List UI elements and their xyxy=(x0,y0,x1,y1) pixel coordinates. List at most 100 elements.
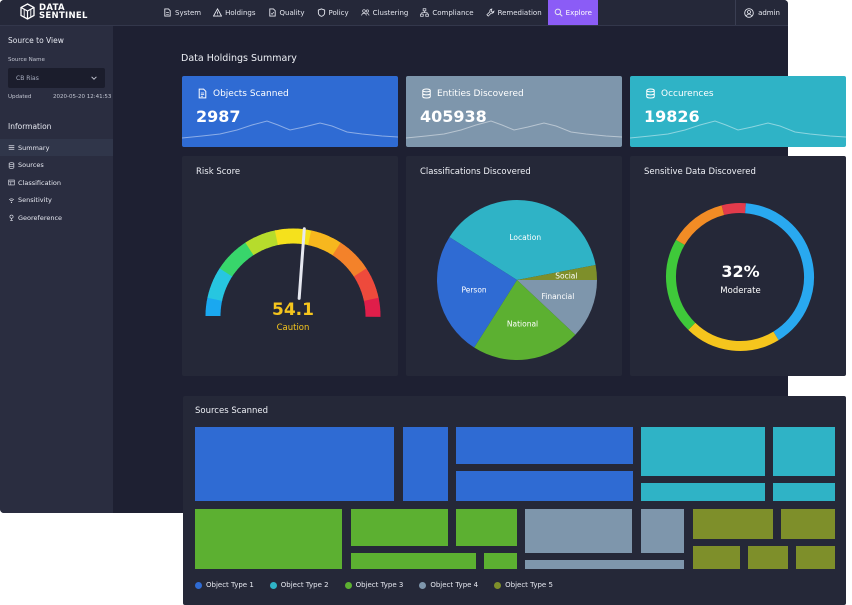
kpi-card-objects-scanned[interactable]: Objects Scanned 2987 xyxy=(182,76,398,147)
classifications-panel: Classifications Discovered Location Socia… xyxy=(406,156,622,376)
kpi-sparkline xyxy=(406,120,622,139)
legend-swatch xyxy=(419,581,427,589)
sidebar-item-classification[interactable]: Classification xyxy=(0,174,113,191)
sensitive-donut-chart xyxy=(666,203,814,351)
pie-label: National xyxy=(507,320,538,329)
pie-slice-social[interactable] xyxy=(517,265,597,280)
legend-item[interactable]: Object Type 5 xyxy=(494,581,553,589)
user-name: admin xyxy=(758,8,780,17)
hierarchy-icon xyxy=(420,8,429,17)
brand-line-1: DATA xyxy=(39,2,65,13)
legend-item[interactable]: Object Type 3 xyxy=(344,581,404,589)
treemap-block[interactable] xyxy=(796,546,835,569)
legend-label: Object Type 5 xyxy=(505,581,553,589)
treemap-block[interactable] xyxy=(351,509,448,546)
user-menu[interactable]: admin xyxy=(735,0,780,25)
kpi-value: 19826 xyxy=(644,107,700,126)
nav-item-quality[interactable]: Quality xyxy=(262,0,311,25)
sidebar: Source to View Source Name CB Rias Updat… xyxy=(0,26,113,513)
list-icon xyxy=(8,144,15,151)
sidebar-item-sources[interactable]: Sources xyxy=(0,157,113,174)
treemap-block[interactable] xyxy=(351,553,476,569)
pie-slice-person[interactable] xyxy=(437,237,517,348)
legend-label: Object Type 4 xyxy=(430,581,479,589)
sensitive-level: Moderate xyxy=(720,286,761,296)
treemap-block[interactable] xyxy=(456,427,633,464)
treemap-block[interactable] xyxy=(693,546,740,569)
source-name-label: Source Name xyxy=(8,57,45,63)
treemap-block[interactable] xyxy=(195,427,394,501)
pie-slice-financial[interactable] xyxy=(517,280,597,335)
sidebar-item-summary[interactable]: Summary xyxy=(0,139,113,156)
kpi-label: Objects Scanned xyxy=(213,88,289,99)
treemap-block[interactable] xyxy=(456,471,633,501)
users-icon xyxy=(361,8,370,17)
legend-item[interactable]: Object Type 4 xyxy=(419,581,478,589)
sidebar-item-sensitivity[interactable]: Sensitivity xyxy=(0,192,113,209)
treemap-block[interactable] xyxy=(456,509,517,546)
sidebar-item-label: Sensitivity xyxy=(18,196,52,204)
sensitive-percent: 32% xyxy=(721,262,760,281)
legend-item[interactable]: Object Type 1 xyxy=(195,581,254,589)
kpi-card-occurences[interactable]: Occurences 19826 xyxy=(630,76,846,147)
nav-item-label: Policy xyxy=(328,8,349,17)
kpi-label: Occurences xyxy=(661,88,714,99)
sidebar-item-label: Classification xyxy=(18,178,62,187)
treemap-block[interactable] xyxy=(195,509,342,569)
information-title: Information xyxy=(8,122,52,131)
risk-gauge xyxy=(205,227,381,317)
risk-score-panel: Risk Score 54.1 Caution xyxy=(182,156,398,376)
shield-icon xyxy=(317,8,326,17)
gauge-needle xyxy=(297,227,306,300)
kpi-sparkline xyxy=(182,120,398,139)
classifications-pie-chart: Location Social Financial National Person xyxy=(437,200,597,360)
legend-item[interactable]: Object Type 2 xyxy=(269,581,329,589)
updated-value: 2020-05-20 12:41:53 xyxy=(53,94,112,100)
kpi-label: Entities Discovered xyxy=(437,88,524,99)
source-select-value: CB Rias xyxy=(16,74,39,82)
pie-slice-national[interactable] xyxy=(474,280,576,360)
kpi-card-entities-discovered[interactable]: Entities Discovered 405938 xyxy=(406,76,622,147)
treemap-block[interactable] xyxy=(525,560,684,569)
legend-swatch xyxy=(195,581,202,589)
classifications-title: Classifications Discovered xyxy=(420,167,531,177)
nav-item-explore[interactable]: Explore xyxy=(547,0,598,25)
nav-item-system[interactable]: System xyxy=(157,0,207,25)
treemap-block[interactable] xyxy=(781,509,835,539)
nav-item-label: Holdings xyxy=(225,8,256,17)
nav-item-label: Compliance xyxy=(432,8,474,17)
treemap-block[interactable] xyxy=(773,483,835,501)
legend-label: Object Type 3 xyxy=(355,581,404,589)
nav-item-policy[interactable]: Policy xyxy=(311,0,355,25)
nav-item-clustering[interactable]: Clustering xyxy=(355,0,415,25)
nav-item-remediation[interactable]: Remediation xyxy=(480,0,548,25)
sources-scanned-panel: Sources Scanned Object Type 1 Object Type… xyxy=(183,396,846,605)
kpi-value: 405938 xyxy=(420,107,487,126)
nav-item-label: Explore xyxy=(565,8,592,17)
treemap-block[interactable] xyxy=(641,427,765,476)
quality-icon xyxy=(268,8,277,17)
treemap-block[interactable] xyxy=(641,509,684,553)
treemap-block[interactable] xyxy=(773,427,835,476)
pie-label: Financial xyxy=(541,292,574,301)
cube-logo-icon xyxy=(20,3,35,20)
treemap-block[interactable] xyxy=(641,483,765,501)
treemap-block[interactable] xyxy=(525,509,632,553)
treemap-block[interactable] xyxy=(748,546,788,569)
pin-icon xyxy=(8,214,15,221)
sources-treemap xyxy=(195,427,835,569)
treemap-block[interactable] xyxy=(484,553,517,569)
source-select[interactable]: CB Rias xyxy=(8,68,105,88)
pie-slice-location[interactable] xyxy=(449,200,596,280)
sidebar-item-georeference[interactable]: Georeference xyxy=(0,209,113,226)
treemap-block[interactable] xyxy=(403,427,448,501)
donut-segment xyxy=(721,203,746,216)
treemap-block[interactable] xyxy=(693,509,773,539)
nav-item-compliance[interactable]: Compliance xyxy=(414,0,479,25)
brand-logo[interactable]: DATA SENTINEL xyxy=(20,3,88,20)
main-nav: System Holdings Quality Policy Clustering Com… xyxy=(157,0,598,25)
nav-item-holdings[interactable]: Holdings xyxy=(207,0,261,25)
top-navigation-bar: DATA SENTINEL System Holdings Quality Polic… xyxy=(0,0,788,26)
signal-icon xyxy=(8,197,15,204)
sensitive-data-panel: Sensitive Data Discovered 32% Moderate xyxy=(630,156,846,376)
